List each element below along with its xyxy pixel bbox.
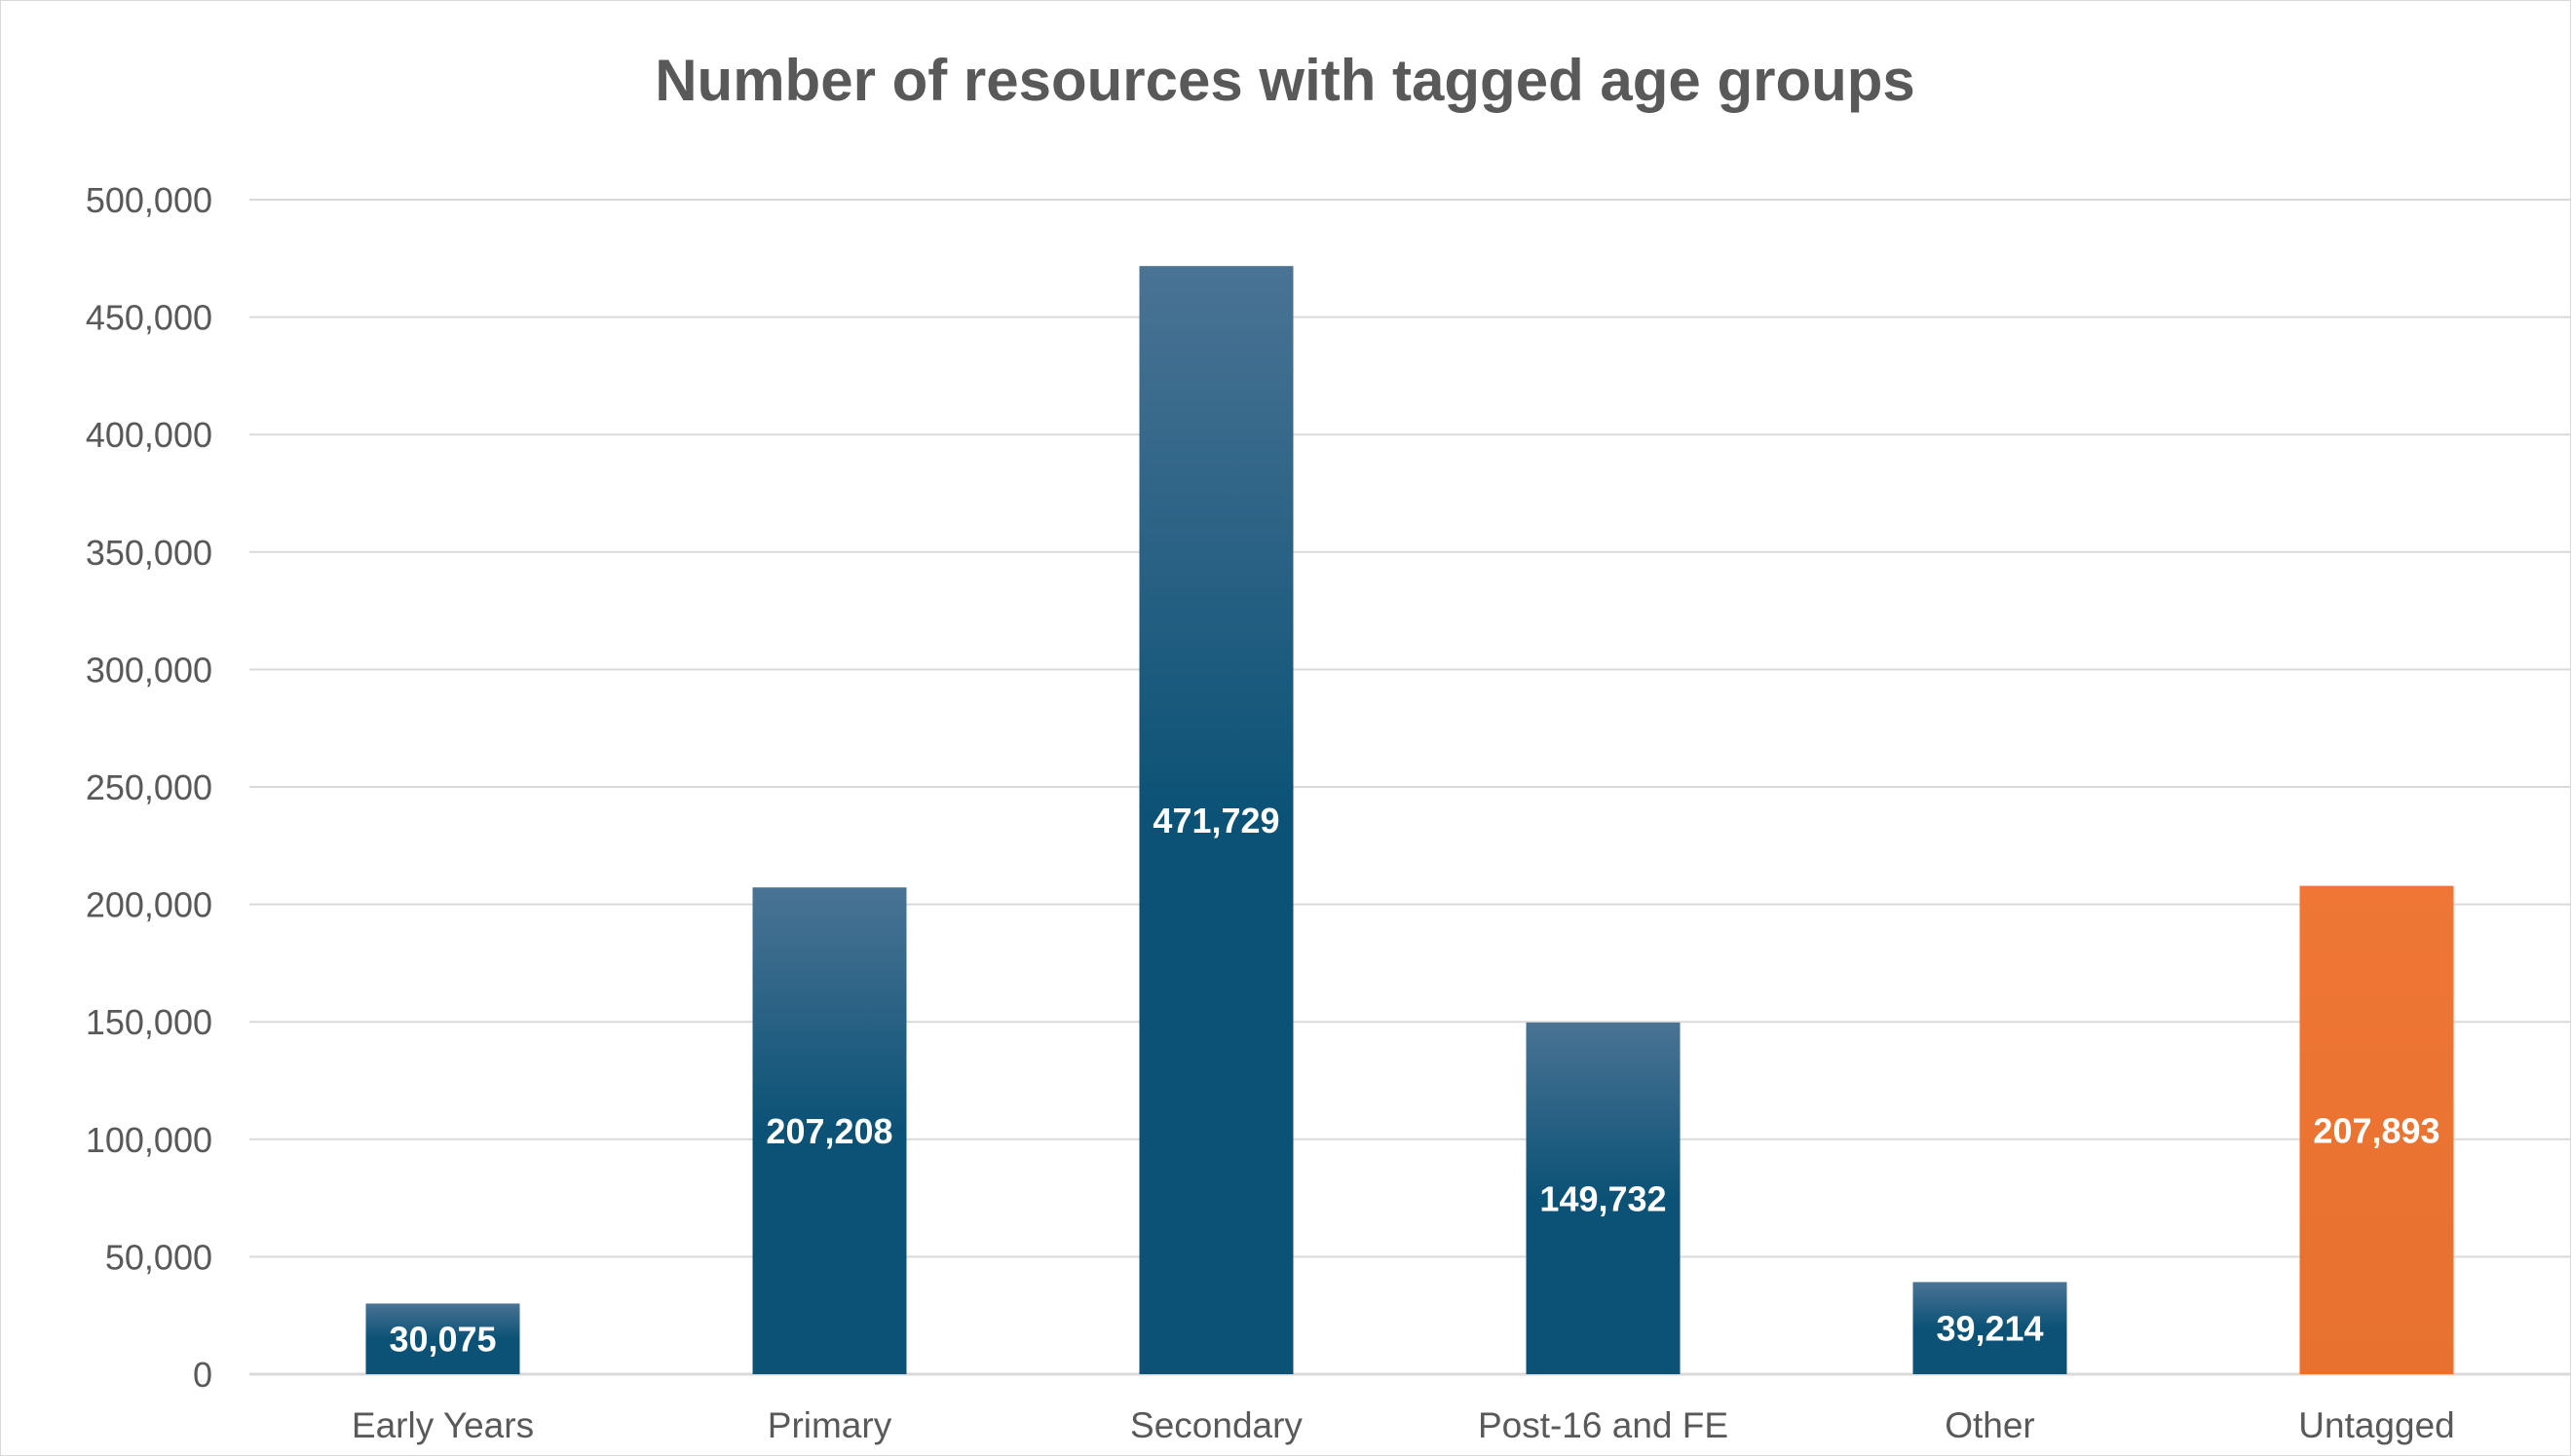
y-tick-label: 50,000 — [105, 1237, 212, 1277]
x-category-label: Other — [1945, 1405, 2035, 1445]
data-label: 39,214 — [1936, 1309, 2043, 1349]
x-category-label: Primary — [768, 1405, 892, 1445]
x-category-label: Secondary — [1130, 1405, 1303, 1445]
data-label: 207,893 — [2313, 1110, 2439, 1150]
y-tick-label: 200,000 — [86, 885, 212, 925]
data-label: 207,208 — [766, 1111, 892, 1151]
x-category-label: Post-16 and FE — [1478, 1405, 1728, 1445]
y-tick-label: 300,000 — [86, 650, 212, 690]
bar-early-years — [365, 1303, 520, 1374]
y-tick-label: 450,000 — [86, 298, 212, 338]
y-tick-label: 500,000 — [86, 180, 212, 220]
data-labels: 30,075 207,208 471,729 149,732 39,214 207,893 — [389, 801, 2439, 1360]
bars — [365, 266, 2454, 1374]
bar-secondary — [1139, 266, 1294, 1374]
x-category-label: Untagged — [2298, 1405, 2454, 1445]
chart-title: Number of resources with tagged age grou… — [655, 48, 1915, 113]
bar-untagged — [2299, 885, 2454, 1374]
gridlines — [249, 199, 2570, 1376]
bar-primary — [752, 887, 907, 1374]
data-label: 471,729 — [1153, 801, 1279, 840]
data-label: 149,732 — [1539, 1178, 1666, 1218]
y-tick-label: 400,000 — [86, 415, 212, 455]
x-axis-category-labels: Early Years Primary Secondary Post-16 and F… — [352, 1405, 2455, 1445]
y-tick-label: 150,000 — [86, 1002, 212, 1042]
y-axis-tick-labels: 0 50,000 100,000 150,000 200,000 250,000 300,0… — [86, 180, 212, 1395]
y-tick-label: 100,000 — [86, 1120, 212, 1160]
y-tick-label: 350,000 — [86, 533, 212, 573]
x-category-label: Early Years — [352, 1405, 534, 1445]
y-tick-label: 250,000 — [86, 767, 212, 807]
y-tick-label: 0 — [193, 1355, 212, 1395]
bar-other — [1912, 1282, 2067, 1374]
bar-post-16-and-fe — [1526, 1022, 1681, 1374]
data-label: 30,075 — [389, 1320, 496, 1360]
